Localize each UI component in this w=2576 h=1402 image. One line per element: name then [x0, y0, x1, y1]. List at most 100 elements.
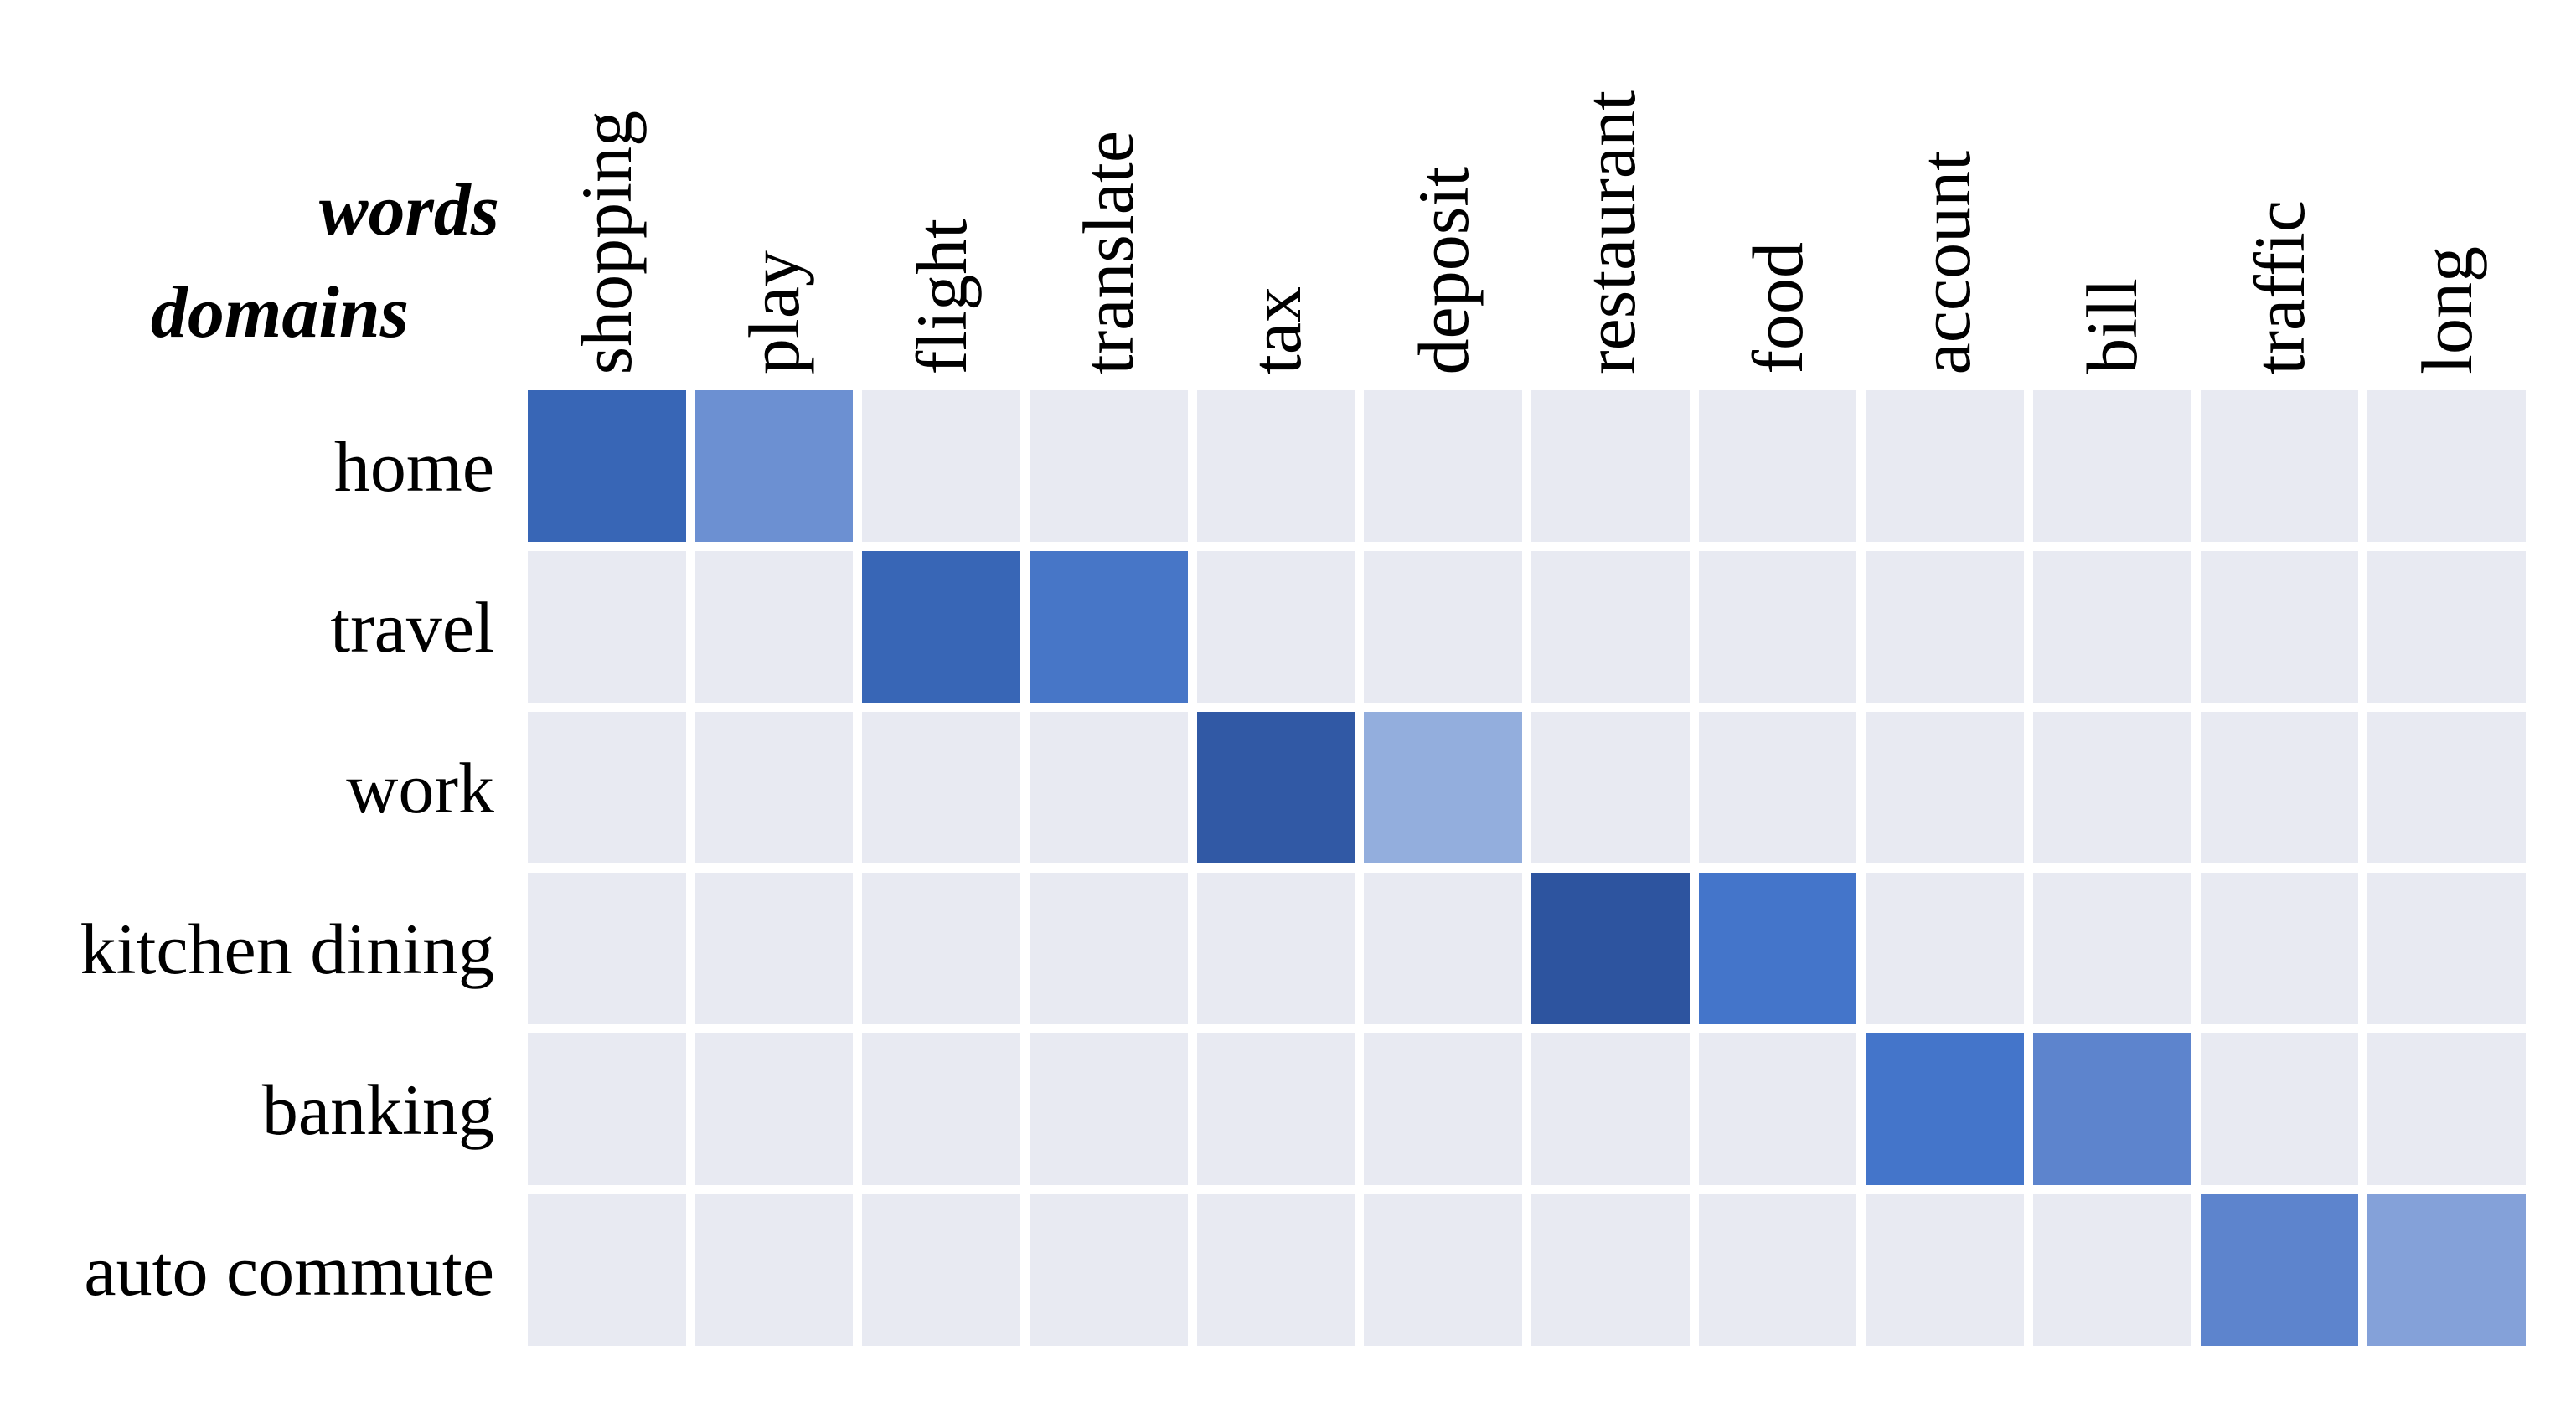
heatmap-cell [2367, 712, 2526, 863]
heatmap-cell [1364, 1194, 1522, 1346]
column-label-text: account [1904, 150, 1985, 374]
column-label: traffic [2201, 0, 2359, 375]
column-label-text: restaurant [1570, 90, 1651, 374]
heatmap-cell [1698, 873, 1857, 1024]
heatmap-cell [2200, 712, 2359, 863]
heatmap-cell [1531, 1194, 1690, 1346]
row-labels: home travel work kitchen dining banking auto … [0, 390, 528, 1346]
heatmap-cell [694, 1194, 854, 1346]
heatmap-cell [1531, 551, 1690, 703]
column-label: account [1866, 0, 2024, 374]
domains-axis-label: domains [150, 272, 409, 353]
row-label: auto commute [84, 1229, 494, 1311]
heatmap-cell [694, 1033, 854, 1185]
heatmap-cell [1030, 551, 1188, 703]
heatmap-grid [528, 390, 2526, 1346]
heatmap-cell [1531, 873, 1690, 1024]
column-label: translate [1030, 0, 1188, 374]
heatmap-cell [528, 390, 686, 542]
heatmap-cell [528, 1033, 686, 1185]
heatmap-cell [1196, 1033, 1355, 1185]
heatmap-cell [1531, 390, 1690, 542]
column-label: bill [2033, 0, 2191, 374]
column-label: long [2367, 0, 2526, 374]
column-label: flight [862, 0, 1020, 374]
column-label-text: bill [2072, 278, 2153, 374]
column-label: restaurant [1531, 0, 1690, 374]
heatmap-cell [862, 712, 1020, 863]
heatmap-cell [2033, 712, 2191, 863]
heatmap-cell [2200, 1033, 2359, 1185]
column-label-text: shopping [566, 110, 648, 374]
heatmap-cell [862, 1033, 1020, 1185]
heatmap-cell [862, 873, 1020, 1024]
column-label-text: long [2406, 246, 2487, 374]
heatmap-cell [1866, 1033, 2024, 1185]
heatmap-cell [1030, 1194, 1188, 1346]
heatmap-cell [1866, 873, 2024, 1024]
row-label: travel [330, 586, 494, 667]
heatmap-cell [528, 551, 686, 703]
heatmap-cell [1196, 1194, 1355, 1346]
heatmap-cell [1698, 1194, 1857, 1346]
heatmap-cell [1364, 873, 1522, 1024]
heatmap-cell [1030, 873, 1188, 1024]
heatmap-cell [1030, 712, 1188, 863]
heatmap-cell [1698, 390, 1857, 542]
heatmap-cell [862, 551, 1020, 703]
heatmap-cell [1866, 1194, 2024, 1346]
column-label-text: deposit [1402, 166, 1484, 374]
heatmap-cell [1364, 551, 1522, 703]
column-labels: shopping play flight translate tax deposit res… [528, 0, 2526, 374]
column-label-text: traffic [2238, 199, 2320, 375]
heatmap-cell [1866, 551, 2024, 703]
heatmap-cell [1364, 1033, 1522, 1185]
column-label-text: translate [1068, 130, 1149, 374]
heatmap-cell [2367, 390, 2526, 542]
heatmap-cell [1030, 390, 1188, 542]
heatmap-cell [1866, 390, 2024, 542]
heatmap-cell [1698, 551, 1857, 703]
heatmap-cell [2033, 873, 2191, 1024]
heatmap-cell [1364, 712, 1522, 863]
heatmap-cell [2200, 390, 2359, 542]
heatmap-cell [1698, 712, 1857, 863]
heatmap-cell [2033, 551, 2191, 703]
column-label: deposit [1364, 0, 1522, 374]
heatmap-cell [2367, 1033, 2526, 1185]
column-label-text: tax [1235, 286, 1316, 374]
heatmap-cell [2200, 551, 2359, 703]
heatmap-cell [1698, 1033, 1857, 1185]
heatmap-cell [862, 1194, 1020, 1346]
heatmap-cell [1196, 390, 1355, 542]
heatmap-cell [1196, 873, 1355, 1024]
heatmap-cell [2367, 551, 2526, 703]
heatmap-cell [2367, 1194, 2526, 1346]
heatmap-cell [694, 873, 854, 1024]
heatmap-cell [2200, 1194, 2359, 1346]
row-label: kitchen dining [80, 908, 494, 989]
heatmap-cell [694, 390, 854, 542]
heatmap-cell [528, 1194, 686, 1346]
column-label-text: flight [901, 218, 982, 374]
column-label-text: food [1737, 242, 1818, 374]
heatmap-cell [2200, 873, 2359, 1024]
row-label: work [346, 747, 494, 828]
column-label: play [695, 0, 854, 374]
heatmap-cell [1531, 712, 1690, 863]
heatmap-cell [694, 551, 854, 703]
heatmap-cell [862, 390, 1020, 542]
column-label: tax [1197, 0, 1355, 374]
words-axis-label: words [318, 170, 499, 251]
heatmap-cell [528, 873, 686, 1024]
heatmap-cell [2033, 390, 2191, 542]
heatmap-cell [2033, 1194, 2191, 1346]
heatmap-cell [1196, 551, 1355, 703]
heatmap-cell [694, 712, 854, 863]
heatmap-cell [1531, 1033, 1690, 1185]
heatmap-cell [528, 712, 686, 863]
heatmap-cell [1866, 712, 2024, 863]
row-label: banking [261, 1069, 494, 1150]
column-label: food [1699, 0, 1857, 374]
heatmap-cell [1196, 712, 1355, 863]
